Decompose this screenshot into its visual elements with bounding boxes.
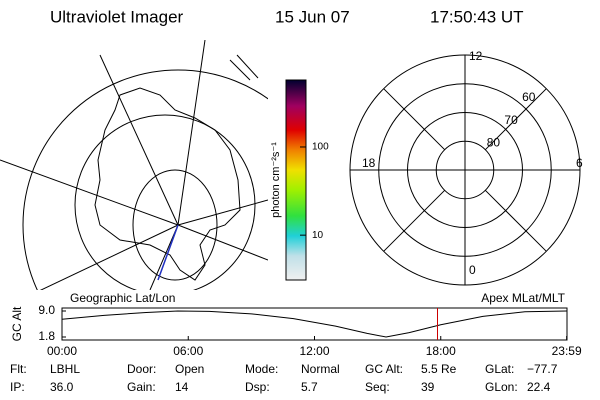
mlt-spoke: [484, 88, 547, 151]
lat-label: 60: [522, 90, 536, 104]
field-label: Seq:: [365, 380, 390, 394]
mlt-label: 6: [576, 156, 583, 170]
field-value: Open: [175, 362, 204, 376]
field-value: LBHL: [50, 362, 80, 376]
mlt-spoke: [383, 189, 446, 252]
geographic-map: [0, 40, 268, 290]
field-label: Mode:: [245, 362, 278, 376]
field-value: 14: [175, 380, 189, 394]
right-label: Apex MLat/MLT: [481, 291, 565, 305]
field-label: IP:: [10, 380, 25, 394]
x-tick-label: 18:00: [426, 344, 456, 358]
x-tick-label: 23:59: [552, 344, 582, 358]
field-label: Door:: [127, 362, 156, 376]
lat-label: 80: [487, 136, 501, 150]
mlt-label: 18: [362, 156, 376, 170]
altitude-line: [61, 310, 567, 338]
field-value: 22.4: [527, 380, 551, 394]
mlt-spoke: [383, 88, 446, 151]
field-value: 36.0: [50, 380, 74, 394]
x-tick-label: 00:00: [47, 344, 77, 358]
colorbar-tick-label: 10: [312, 230, 324, 241]
y-tick-label: 9.0: [38, 303, 55, 317]
y-axis-label: GC Alt: [10, 306, 24, 341]
field-value: −77.7: [527, 362, 558, 376]
field-label: Gain:: [127, 380, 156, 394]
colorbar-label: photon cm⁻²s⁻¹: [270, 142, 282, 218]
y-tick-label: 1.8: [38, 329, 55, 343]
date: 15 Jun 07: [275, 7, 350, 26]
title: Ultraviolet Imager: [50, 7, 184, 26]
field-value: Normal: [301, 362, 340, 376]
field-label: GLat:: [485, 362, 514, 376]
field-value: 39: [421, 380, 435, 394]
mlt-label: 12: [469, 49, 483, 63]
mlt-label: 0: [469, 263, 476, 277]
left-label: Geographic Lat/Lon: [70, 291, 175, 305]
field-label: GC Alt:: [365, 362, 403, 376]
mlt-spoke: [484, 189, 547, 252]
field-label: Flt:: [10, 362, 27, 376]
field-value: 5.5 Re: [421, 362, 457, 376]
colorbar: [285, 79, 307, 281]
time: 17:50:43 UT: [430, 7, 524, 26]
field-value: 5.7: [301, 380, 318, 394]
x-tick-label: 12:00: [299, 344, 329, 358]
field-label: Dsp:: [245, 380, 270, 394]
lat-label: 70: [504, 113, 518, 127]
x-tick-label: 06:00: [173, 344, 203, 358]
colorbar-tick-label: 100: [312, 142, 329, 153]
field-label: GLon:: [485, 380, 518, 394]
